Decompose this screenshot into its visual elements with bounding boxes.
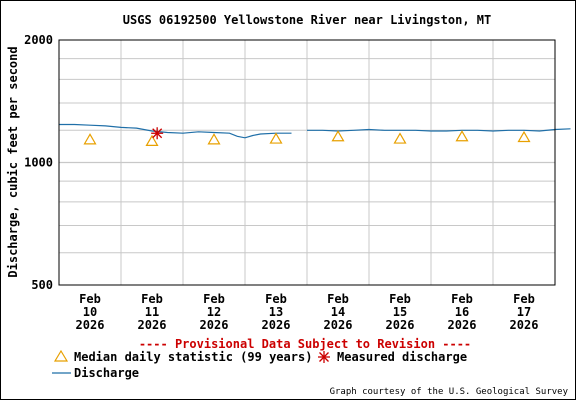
x-tick-labels: Feb102026Feb112026Feb122026Feb132026Feb1… (76, 292, 539, 332)
x-tick-label: Feb (79, 292, 101, 306)
series-layer (59, 123, 571, 147)
y-tick-labels: 500 1000 2000 (24, 33, 53, 292)
x-tick-label: Feb (141, 292, 163, 306)
x-tick-label: 2026 (138, 318, 167, 332)
median-marker (517, 130, 531, 143)
x-tick-label: 2026 (448, 318, 477, 332)
provisional-note: ---- Provisional Data Subject to Revisio… (139, 337, 471, 351)
x-tick-label: 13 (269, 305, 283, 319)
legend-median-marker (53, 349, 69, 362)
y-tick-label: 500 (31, 278, 53, 292)
x-tick-label: Feb (389, 292, 411, 306)
x-tick-label: 12 (207, 305, 221, 319)
x-tick-label: 11 (145, 305, 159, 319)
x-tick-label: Feb (451, 292, 473, 306)
median-marker (455, 130, 469, 142)
x-tick-label: 16 (455, 305, 469, 319)
legend-measured-marker (318, 351, 330, 363)
median-marker (331, 130, 345, 142)
legend-discharge-label: Discharge (74, 366, 139, 380)
y-tick-label: 1000 (24, 156, 53, 170)
median-marker (145, 134, 159, 147)
chart-title: USGS 06192500 Yellowstone River near Liv… (123, 13, 491, 27)
x-tick-label: 2026 (262, 318, 291, 332)
x-tick-label: Feb (327, 292, 349, 306)
x-tick-label: Feb (265, 292, 287, 306)
x-tick-label: 2026 (76, 318, 105, 332)
median-marker (207, 133, 221, 145)
gridlines (59, 39, 555, 286)
x-tick-label: 10 (83, 305, 97, 319)
median-marker (269, 132, 283, 144)
discharge-line (59, 123, 292, 139)
legend-measured-label: Measured discharge (337, 350, 467, 364)
plot-area-border (58, 39, 556, 286)
x-tick-label: 17 (517, 305, 531, 319)
discharge-line (307, 128, 571, 132)
x-tick-label: 2026 (324, 318, 353, 332)
x-tick-label: 2026 (510, 318, 539, 332)
x-tick-label: Feb (513, 292, 535, 306)
x-tick-label: 2026 (200, 318, 229, 332)
y-axis-label: Discharge, cubic feet per second (6, 46, 20, 277)
x-tick-label: 2026 (386, 318, 415, 332)
legend: Median daily statistic (99 years) Measur… (52, 349, 467, 380)
y-tick-label: 2000 (24, 33, 53, 47)
x-tick-label: 15 (393, 305, 407, 319)
x-tick-label: 14 (331, 305, 345, 319)
median-marker (393, 132, 407, 144)
median-marker (83, 133, 97, 145)
measured-marker-stroke (152, 128, 163, 139)
legend-median-label: Median daily statistic (99 years) (74, 350, 312, 364)
x-tick-label: Feb (203, 292, 225, 306)
measured-marker (151, 127, 164, 140)
credit-text: Graph courtesy of the U.S. Geological Su… (330, 387, 569, 397)
